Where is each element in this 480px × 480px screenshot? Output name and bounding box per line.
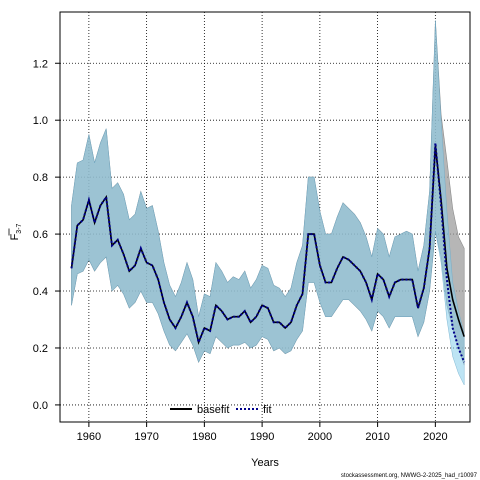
- x-tick-label-2020: 2020: [423, 431, 447, 443]
- x-tick-label-1980: 1980: [192, 431, 216, 443]
- y-axis-title-main: F: [9, 233, 21, 240]
- x-tick-label-1960: 1960: [77, 431, 101, 443]
- x-axis-title: Years: [251, 457, 279, 469]
- legend: basefit fit: [170, 404, 272, 416]
- legend-basefit-label: basefit: [197, 404, 229, 416]
- plot-frame: [59, 11, 471, 423]
- fit-line: [70, 142, 466, 363]
- legend-fit-label: fit: [263, 404, 272, 416]
- y-axis-title: F3-7: [8, 223, 23, 240]
- y-tick-label-0: 0.0: [33, 400, 48, 412]
- y-tick-label-3: 0.6: [33, 229, 48, 241]
- y-tick-label-2: 0.4: [33, 286, 48, 298]
- x-tick-label-2010: 2010: [365, 431, 389, 443]
- y-tick-label-5: 1.0: [33, 115, 48, 127]
- y-axis-title-sub: 3-7: [16, 223, 23, 233]
- x-tick-label-1970: 1970: [134, 431, 158, 443]
- series-lines: [70, 142, 466, 363]
- x-tick-label-1990: 1990: [250, 431, 274, 443]
- axis-ticks: 1960 1970 1980 1990 2000 2010 2020 0.0 0.2 0.4 0.6…: [33, 58, 448, 443]
- y-tick-label-4: 0.8: [33, 172, 48, 184]
- svg-text:F3-7: F3-7: [9, 223, 23, 240]
- confidence-bands: [71, 20, 465, 386]
- fit-band: [71, 20, 465, 386]
- credit-text: stockassessment.org, NWWG-2-2025_had_r10…: [341, 473, 478, 479]
- y-tick-label-1: 0.2: [33, 343, 48, 355]
- x-tick-label-2000: 2000: [308, 431, 332, 443]
- y-tick-label-6: 1.2: [33, 58, 48, 70]
